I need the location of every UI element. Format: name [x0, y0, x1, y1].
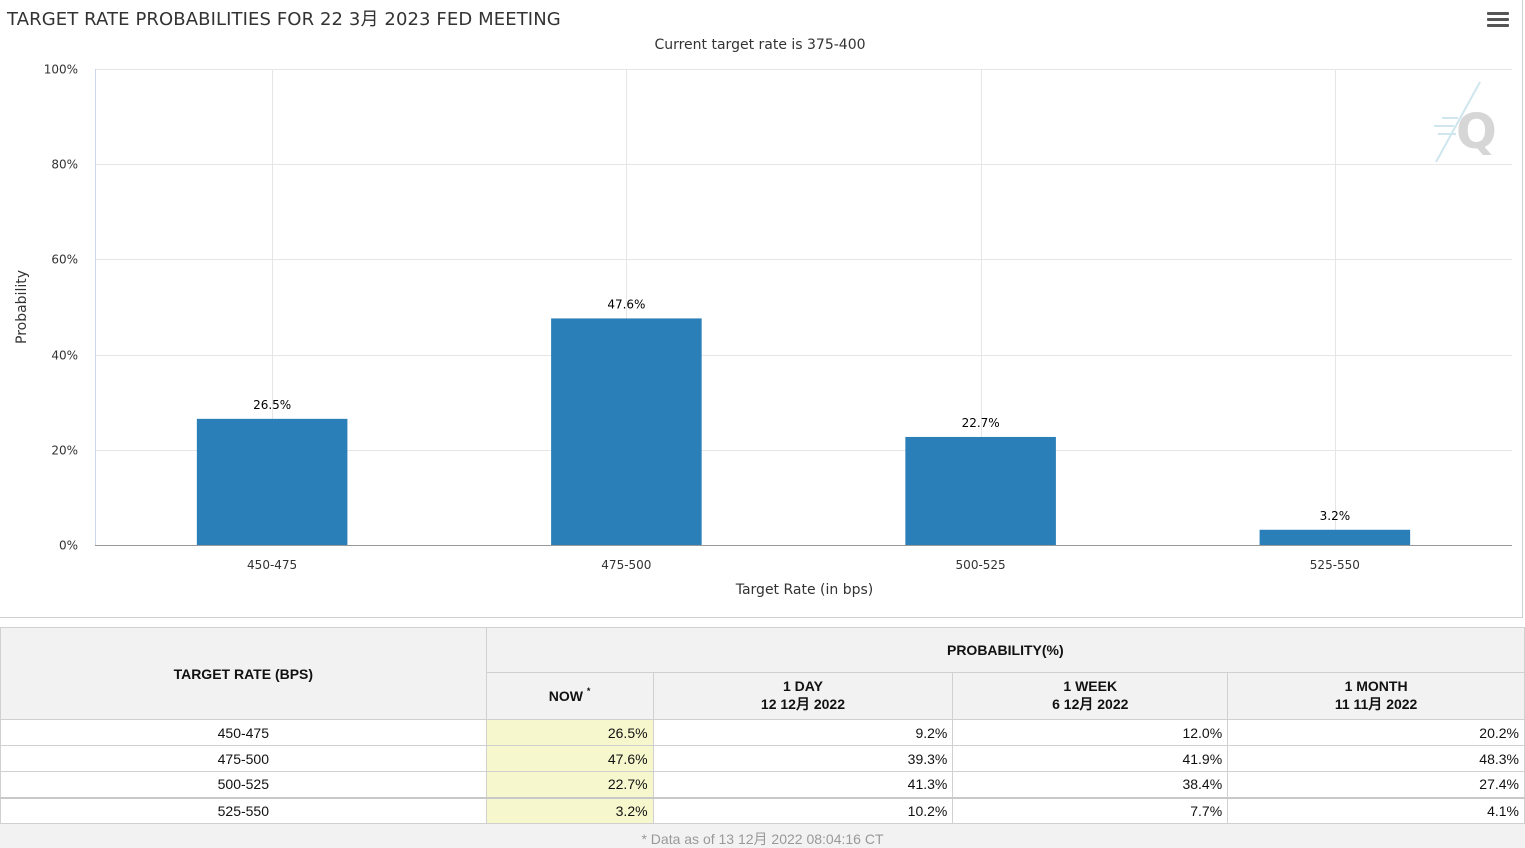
- bar: [1259, 529, 1411, 545]
- y-tick-label: 20%: [51, 444, 78, 458]
- x-tick-label: 500-525: [956, 558, 1006, 572]
- target-rate-header: TARGET RATE (BPS): [0, 627, 487, 720]
- bar-chart: 0% 20% 40% 60% 80% 100% 26.5% 450-475 47.6% 475-5…: [14, 63, 1512, 598]
- col-1month-label: 1 MONTH: [1344, 678, 1408, 694]
- x-tick-label: 450-475: [247, 558, 297, 572]
- y-tick-label: 0%: [59, 539, 78, 553]
- row-1month-value: 48.3%: [1227, 745, 1525, 772]
- row-1day-value: 9.2%: [652, 719, 954, 746]
- chart-panel: 0% 20% 40% 60% 80% 100% 26.5% 450-475 47.6% 475-5…: [0, 0, 1523, 618]
- row-1month-value: 20.2%: [1227, 719, 1525, 746]
- y-tick-label: 40%: [51, 349, 78, 363]
- col-1week-header: 1 WEEK 6 12月 2022: [952, 672, 1229, 720]
- bar: [551, 318, 702, 545]
- row-rate: 525-550: [0, 796, 487, 824]
- probability-table-panel: TARGET RATE (BPS) PROBABILITY(%) NOW * 1…: [0, 627, 1525, 848]
- col-now-marker: *: [586, 686, 591, 696]
- col-1day-label: 1 DAY: [782, 678, 823, 694]
- bar-data-label: 22.7%: [962, 416, 1000, 430]
- bar: [905, 436, 1056, 545]
- chart-title: TARGET RATE PROBABILITIES FOR 22 3月 2023…: [7, 9, 561, 30]
- hamburger-menu-icon[interactable]: [1487, 12, 1509, 32]
- probability-table: TARGET RATE (BPS) PROBABILITY(%) NOW * 1…: [0, 627, 1525, 824]
- table-row: 500-525 22.7% 41.3% 38.4% 27.4%: [0, 771, 1525, 798]
- table-row: 475-500 47.6% 39.3% 41.9% 48.3%: [0, 745, 1525, 772]
- row-1week-value: 38.4%: [952, 771, 1229, 798]
- bar-data-label: 3.2%: [1320, 509, 1351, 523]
- row-1day-value: 39.3%: [652, 745, 954, 772]
- x-tick-label: 475-500: [601, 558, 651, 572]
- col-now-label: NOW: [548, 688, 584, 704]
- col-1day-date: 12 12月 2022: [760, 696, 845, 712]
- col-now-header: NOW *: [485, 672, 654, 720]
- y-axis-title: Probability: [14, 270, 30, 344]
- col-1month-header: 1 MONTH 11 11月 2022: [1227, 672, 1525, 720]
- x-axis-title: Target Rate (in bps): [735, 582, 874, 598]
- col-1week-date: 6 12月 2022: [1052, 696, 1129, 712]
- row-1week-value: 12.0%: [952, 719, 1229, 746]
- row-now-value: 47.6%: [485, 745, 654, 772]
- y-tick-label: 60%: [51, 253, 78, 267]
- probability-header: PROBABILITY(%): [485, 627, 1525, 673]
- row-now-value: 3.2%: [485, 796, 654, 824]
- col-1month-date: 11 11月 2022: [1334, 696, 1418, 712]
- row-1month-value: 4.1%: [1227, 796, 1525, 824]
- row-now-value: 26.5%: [485, 719, 654, 746]
- bar: [196, 418, 348, 545]
- chart-subtitle: Current target rate is 375-400: [654, 37, 866, 53]
- bar-data-label: 26.5%: [253, 398, 291, 412]
- row-1week-value: 41.9%: [952, 745, 1229, 772]
- row-1day-value: 41.3%: [652, 771, 954, 798]
- row-1day-value: 10.2%: [652, 796, 954, 824]
- table-row: 450-475 26.5% 9.2% 12.0% 20.2%: [0, 719, 1525, 746]
- x-tick-label: 525-550: [1310, 558, 1360, 572]
- row-now-value: 22.7%: [485, 771, 654, 798]
- row-rate: 450-475: [0, 719, 487, 746]
- col-1day-header: 1 DAY 12 12月 2022: [652, 672, 954, 720]
- col-1week-label: 1 WEEK: [1063, 678, 1118, 694]
- y-tick-label: 100%: [44, 63, 78, 77]
- svg-text:Q: Q: [1456, 104, 1497, 160]
- data-timestamp-footnote: * Data as of 13 12月 2022 08:04:16 CT: [641, 831, 884, 847]
- bar-data-label: 47.6%: [607, 297, 645, 311]
- row-rate: 500-525: [0, 771, 487, 798]
- y-tick-label: 80%: [51, 158, 78, 172]
- quikstrike-q-logo-icon: Q: [1434, 81, 1497, 163]
- table-row: 525-550 3.2% 10.2% 7.7% 4.1%: [0, 796, 1525, 824]
- row-rate: 475-500: [0, 745, 487, 772]
- row-1week-value: 7.7%: [952, 796, 1229, 824]
- row-1month-value: 27.4%: [1227, 771, 1525, 798]
